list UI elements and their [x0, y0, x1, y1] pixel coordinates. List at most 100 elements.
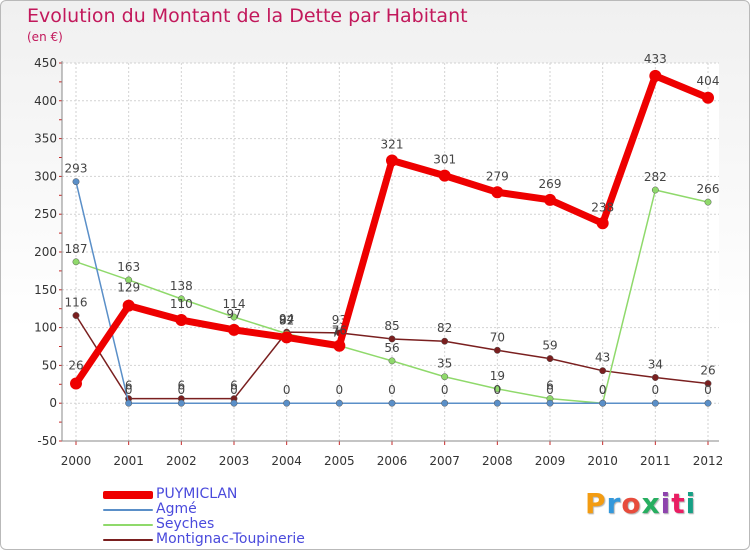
- data-label-montignac-toupinerie: 59: [542, 339, 557, 353]
- data-label-agm-: 293: [65, 162, 88, 176]
- data-label-montignac-toupinerie: 6: [178, 379, 186, 393]
- data-point-montignac-toupinerie: [388, 335, 396, 343]
- data-point-agm-: [546, 399, 554, 407]
- y-tick-label: 50: [42, 358, 57, 372]
- data-point-agm-: [335, 399, 343, 407]
- data-point-puymiclan: [175, 314, 188, 327]
- x-tick-label: 2004: [271, 454, 302, 468]
- data-label-puymiclan: 301: [433, 153, 456, 167]
- data-label-puymiclan: 433: [644, 52, 667, 66]
- data-label-montignac-toupinerie: 26: [700, 364, 715, 378]
- data-label-agm-: 0: [704, 383, 712, 397]
- y-tick-label: 100: [34, 321, 57, 335]
- data-point-agm-: [125, 399, 133, 407]
- data-point-seyches: [72, 258, 80, 266]
- data-label-seyches: 282: [644, 170, 667, 184]
- chart-title: Evolution du Montant de la Dette par Hab…: [27, 5, 468, 27]
- data-label-seyches: 138: [170, 279, 193, 293]
- data-label-montignac-toupinerie: 116: [65, 296, 88, 310]
- data-label-seyches: 266: [697, 182, 720, 196]
- x-tick-label: 2002: [166, 454, 197, 468]
- data-label-puymiclan: 269: [539, 177, 562, 191]
- data-point-puymiclan: [333, 339, 346, 352]
- data-label-puymiclan: 129: [117, 281, 140, 295]
- data-point-agm-: [72, 178, 80, 186]
- data-point-agm-: [704, 399, 712, 407]
- data-label-puymiclan: 26: [68, 359, 83, 373]
- data-label-puymiclan: 97: [226, 307, 241, 321]
- data-label-puymiclan: 76: [332, 324, 347, 338]
- data-point-puymiclan: [386, 154, 398, 167]
- data-point-seyches: [388, 357, 396, 365]
- data-label-puymiclan: 238: [591, 200, 614, 214]
- data-point-agm-: [388, 399, 396, 407]
- data-point-montignac-toupinerie: [72, 312, 80, 319]
- data-label-montignac-toupinerie: 34: [648, 357, 663, 371]
- x-tick-label: 2000: [61, 454, 92, 468]
- data-point-seyches: [125, 276, 133, 284]
- data-point-puymiclan: [70, 377, 82, 390]
- data-point-puymiclan: [596, 217, 609, 230]
- y-tick-label: -50: [37, 434, 57, 448]
- data-label-puymiclan: 110: [170, 297, 193, 311]
- data-point-puymiclan: [122, 299, 135, 312]
- x-tick-label: 2008: [482, 454, 513, 468]
- data-label-agm-: 0: [283, 383, 291, 397]
- data-point-puymiclan: [228, 323, 240, 336]
- data-label-montignac-toupinerie: 85: [384, 319, 399, 333]
- x-tick-label: 2003: [219, 454, 250, 468]
- data-point-puymiclan: [491, 186, 504, 199]
- data-label-agm-: 0: [652, 383, 660, 397]
- data-label-seyches: 163: [117, 260, 140, 274]
- data-label-seyches: 92: [279, 314, 294, 328]
- data-label-agm-: 0: [230, 383, 238, 397]
- y-tick-label: 250: [34, 207, 57, 221]
- data-point-montignac-toupinerie: [546, 355, 554, 363]
- data-label-puymiclan: 321: [381, 138, 404, 152]
- x-tick-label: 2009: [535, 454, 566, 468]
- data-point-agm-: [651, 399, 659, 407]
- data-label-seyches: 56: [384, 341, 399, 355]
- data-point-seyches: [651, 186, 659, 194]
- data-point-agm-: [599, 399, 607, 407]
- data-point-montignac-toupinerie: [599, 367, 607, 375]
- legend-swatch: [103, 524, 153, 526]
- data-point-montignac-toupinerie: [441, 337, 449, 345]
- legend-label: Seyches: [156, 516, 215, 532]
- legend-label: Agmé: [156, 501, 197, 517]
- data-label-seyches: 35: [437, 357, 452, 371]
- data-point-agm-: [230, 399, 238, 407]
- data-point-seyches: [704, 198, 712, 206]
- x-tick-label: 2006: [377, 454, 408, 468]
- data-label-seyches: 0: [599, 383, 607, 397]
- data-point-puymiclan: [702, 91, 714, 104]
- y-tick-label: 400: [34, 94, 57, 108]
- data-label-seyches: 6: [546, 379, 554, 393]
- data-label-montignac-toupinerie: 70: [490, 330, 505, 344]
- data-point-puymiclan: [544, 193, 556, 206]
- y-tick-label: 200: [34, 245, 57, 259]
- data-point-seyches: [177, 295, 185, 303]
- data-label-agm-: 0: [178, 383, 186, 397]
- y-tick-label: 350: [34, 132, 57, 146]
- y-tick-label: 0: [49, 396, 57, 410]
- data-point-agm-: [283, 399, 291, 407]
- y-tick-label: 450: [34, 56, 57, 70]
- data-point-agm-: [441, 399, 449, 407]
- data-label-puymiclan: 279: [486, 169, 509, 183]
- data-label-agm-: 0: [336, 383, 344, 397]
- data-label-agm-: 0: [599, 383, 607, 397]
- data-label-puymiclan: 87: [279, 313, 294, 327]
- x-tick-label: 2011: [640, 454, 671, 468]
- y-tick-label: 300: [34, 169, 57, 183]
- data-point-montignac-toupinerie: [493, 346, 501, 354]
- x-tick-label: 2007: [429, 454, 460, 468]
- data-label-agm-: 0: [494, 383, 502, 397]
- data-label-seyches: 187: [65, 242, 88, 256]
- x-tick-label: 2001: [113, 454, 144, 468]
- data-label-agm-: 0: [441, 383, 449, 397]
- data-label-montignac-toupinerie: 6: [125, 379, 133, 393]
- legend-swatch: [103, 491, 153, 499]
